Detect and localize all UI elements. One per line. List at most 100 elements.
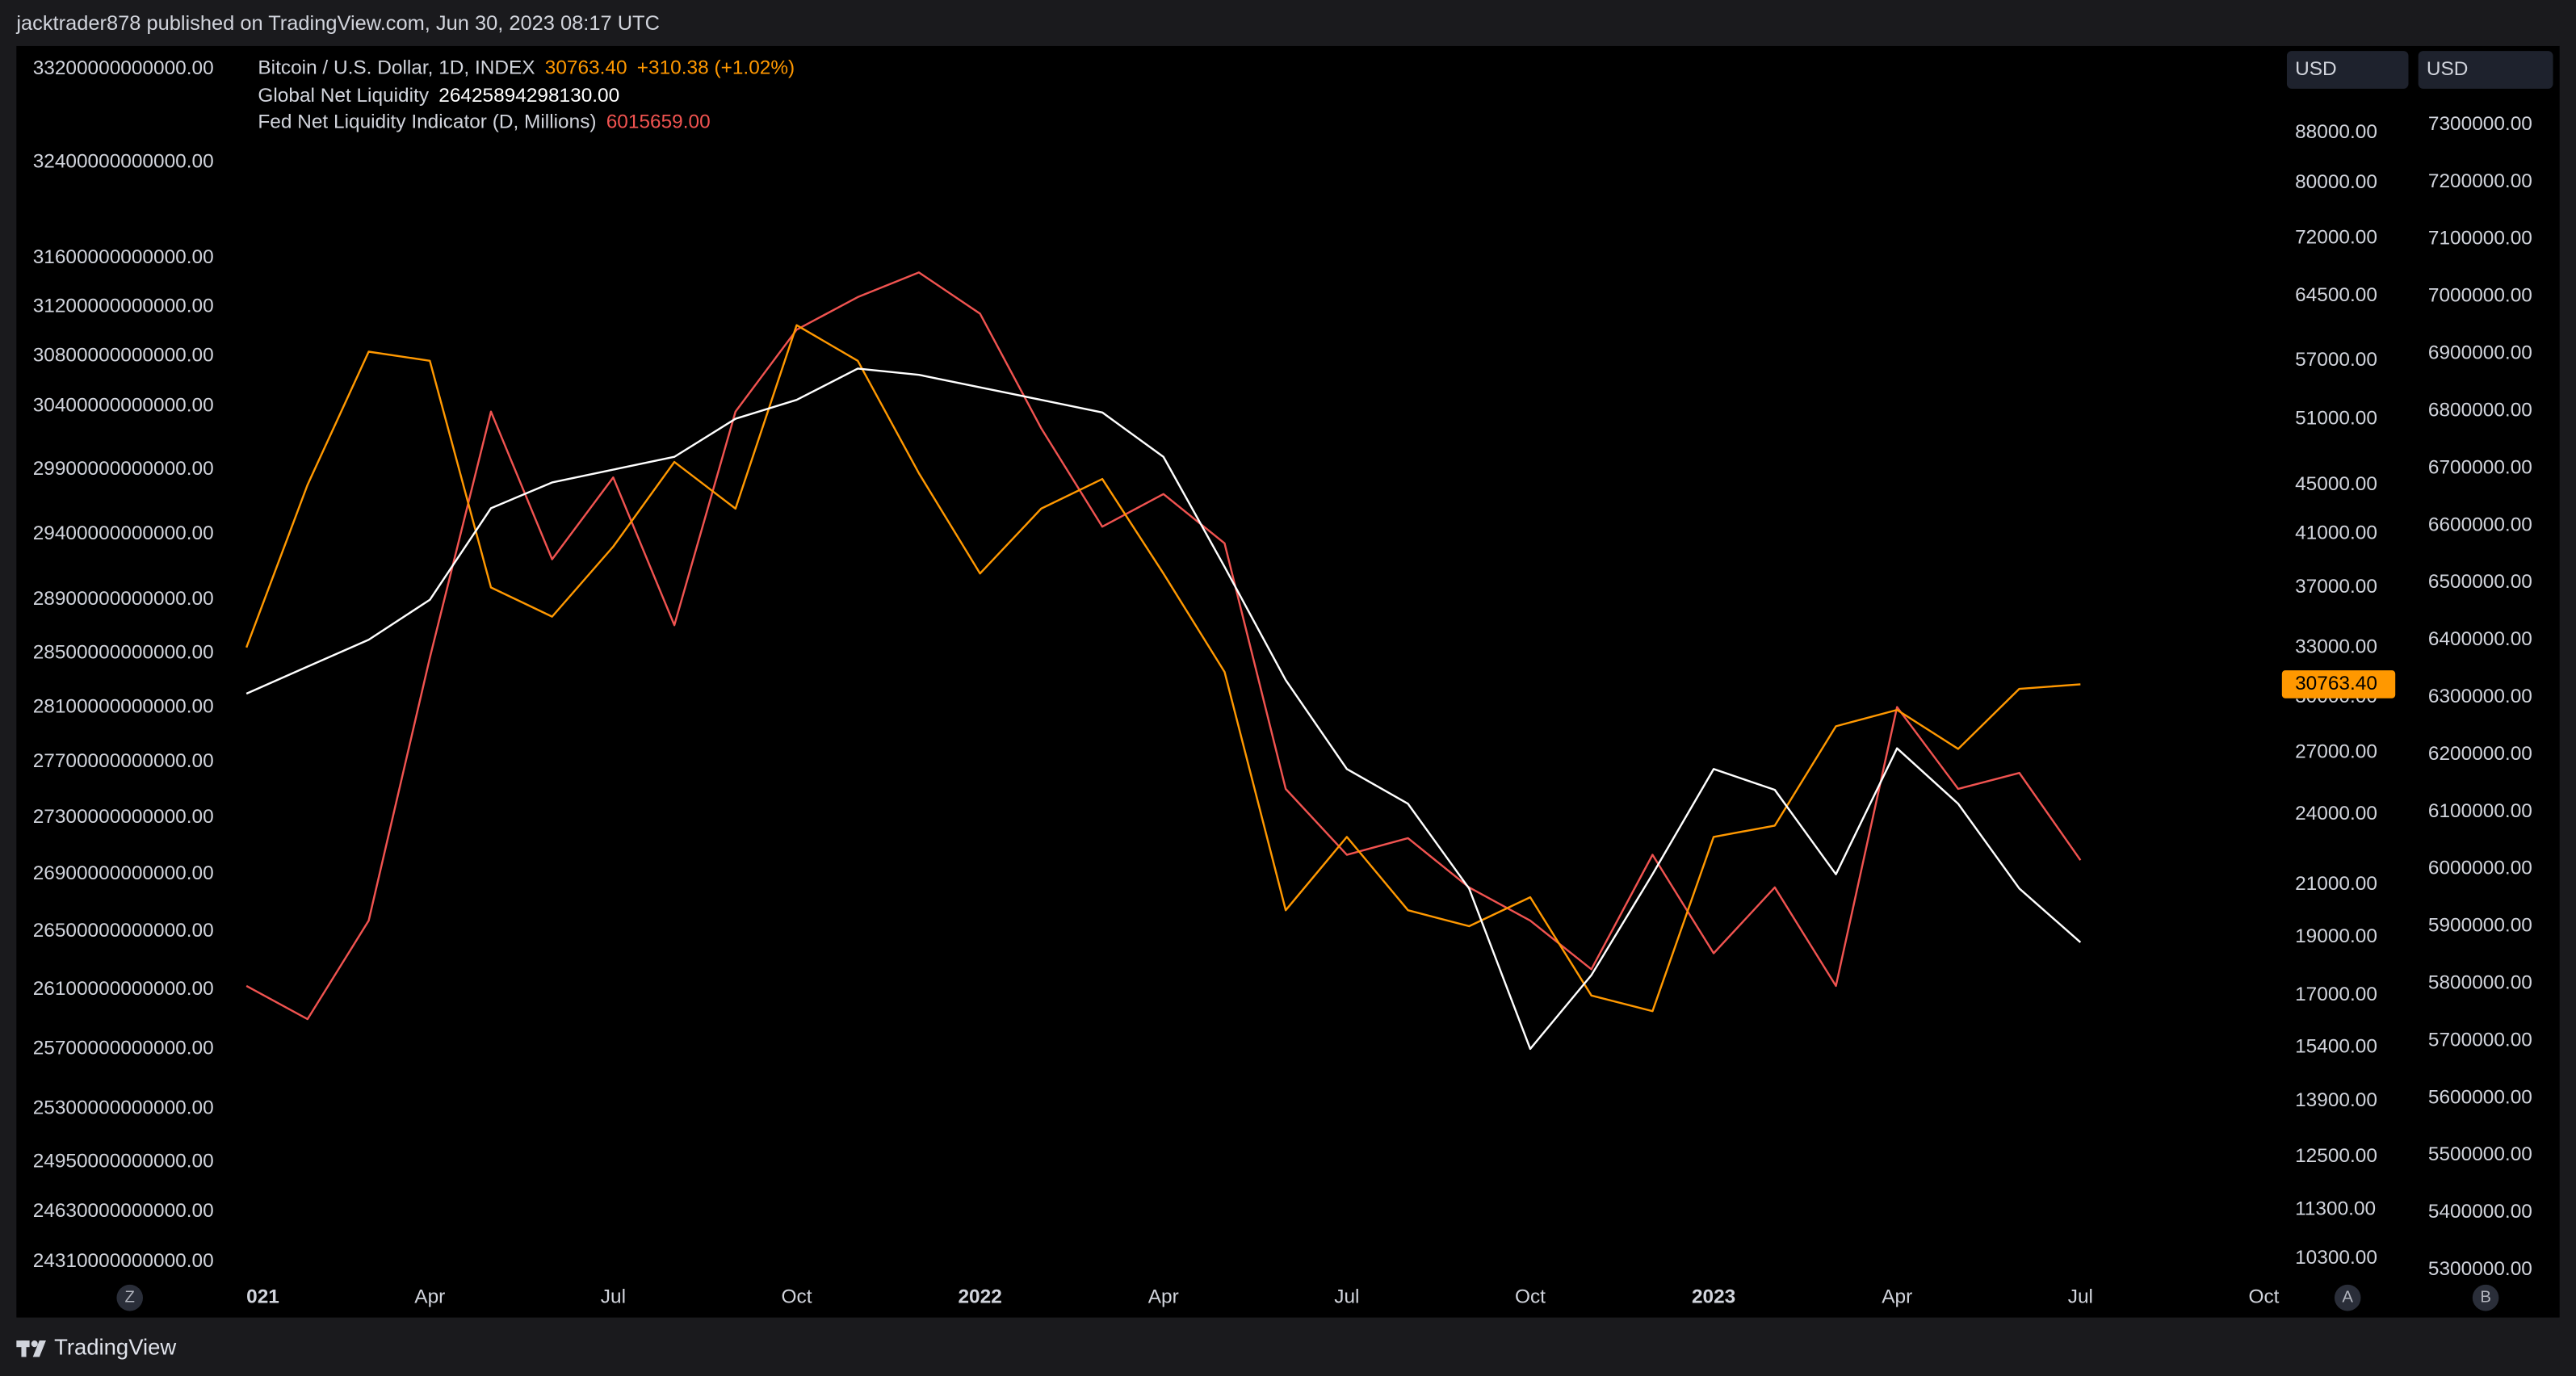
y-tick-label: 45000.00 bbox=[2295, 473, 2377, 495]
axis-button-label[interactable]: Z bbox=[125, 1289, 135, 1307]
last-value: 26425894298130.00 bbox=[438, 85, 619, 107]
y-tick-label: 27300000000000.00 bbox=[33, 806, 214, 828]
x-tick-label: Oct bbox=[1515, 1286, 1546, 1308]
y-tick-label: 28500000000000.00 bbox=[33, 641, 214, 663]
y-tick-label: 57000.00 bbox=[2295, 349, 2377, 371]
x-tick-label: Apr bbox=[414, 1286, 445, 1308]
y-tick-label: 26100000000000.00 bbox=[33, 978, 214, 1000]
y-tick-label: 33000.00 bbox=[2295, 636, 2377, 657]
series-line bbox=[245, 367, 2082, 1051]
y-tick-label: 32400000000000.00 bbox=[33, 150, 214, 172]
y-tick-label: 24630000000000.00 bbox=[33, 1200, 214, 1222]
y-tick-label: 24950000000000.00 bbox=[33, 1151, 214, 1173]
y-tick-label: 41000.00 bbox=[2295, 522, 2377, 543]
y-tick-label: 5900000.00 bbox=[2428, 915, 2532, 937]
x-tick-label: Oct bbox=[782, 1286, 812, 1308]
currency-label[interactable]: USD bbox=[2295, 58, 2337, 80]
y-tick-label: 33200000000000.00 bbox=[33, 57, 214, 79]
series-line bbox=[245, 324, 2081, 1013]
y-tick-label: 5500000.00 bbox=[2428, 1143, 2532, 1165]
y-tick-label: 27000.00 bbox=[2295, 741, 2377, 763]
y-tick-label: 7100000.00 bbox=[2428, 228, 2532, 250]
y-tick-label: 37000.00 bbox=[2295, 576, 2377, 598]
y-tick-label: 21000.00 bbox=[2295, 873, 2377, 895]
y-tick-label: 30400000000000.00 bbox=[33, 394, 214, 416]
price-badge bbox=[2281, 670, 2396, 698]
y-tick-label: 12500.00 bbox=[2295, 1145, 2377, 1167]
y-tick-label: 6700000.00 bbox=[2428, 456, 2532, 478]
y-tick-label: 19000.00 bbox=[2295, 925, 2377, 947]
y-tick-label: 28100000000000.00 bbox=[33, 695, 214, 717]
y-tick-label: 11300.00 bbox=[2295, 1198, 2376, 1220]
y-tick-label: 26500000000000.00 bbox=[33, 920, 214, 942]
x-tick-label: Jul bbox=[2068, 1286, 2093, 1308]
series-name: Fed Net Liquidity Indicator (D, Millions… bbox=[258, 111, 596, 133]
y-tick-label: 6400000.00 bbox=[2428, 628, 2532, 650]
last-value: 30763.40 bbox=[545, 57, 627, 79]
y-tick-label: 80000.00 bbox=[2295, 171, 2377, 193]
y-tick-label: 6800000.00 bbox=[2428, 399, 2532, 421]
y-tick-label: 7300000.00 bbox=[2428, 113, 2532, 135]
y-tick-label: 10300.00 bbox=[2295, 1247, 2377, 1269]
y-tick-label: 24310000000000.00 bbox=[33, 1250, 214, 1272]
y-tick-label: 26900000000000.00 bbox=[33, 862, 214, 884]
tradingview-logo bbox=[16, 1340, 46, 1357]
currency-label[interactable]: USD bbox=[2427, 58, 2469, 80]
legend-row: Bitcoin / U.S. Dollar, 1D, INDEX 30763.40… bbox=[258, 57, 795, 79]
x-tick-label: 2023 bbox=[1692, 1286, 1735, 1308]
y-tick-label: 6500000.00 bbox=[2428, 571, 2532, 593]
axis-button[interactable] bbox=[2334, 1284, 2361, 1311]
y-tick-label: 27700000000000.00 bbox=[33, 750, 214, 772]
y-tick-label: 6000000.00 bbox=[2428, 858, 2532, 879]
axis-button-label[interactable]: B bbox=[2480, 1289, 2491, 1307]
y-tick-label: 6200000.00 bbox=[2428, 743, 2532, 765]
y-tick-label: 15400.00 bbox=[2295, 1035, 2377, 1057]
x-tick-label: Jul bbox=[1334, 1286, 1359, 1308]
y-tick-label: 28900000000000.00 bbox=[33, 588, 214, 610]
currency-box[interactable] bbox=[2418, 51, 2553, 89]
y-tick-label: 6900000.00 bbox=[2428, 342, 2532, 364]
y-tick-label: 29400000000000.00 bbox=[33, 522, 214, 544]
y-tick-label: 24000.00 bbox=[2295, 803, 2377, 824]
legend-row: Fed Net Liquidity Indicator (D, Millions… bbox=[258, 111, 710, 133]
y-tick-label: 6300000.00 bbox=[2428, 686, 2532, 707]
axis-button[interactable] bbox=[116, 1284, 143, 1311]
y-tick-label: 88000.00 bbox=[2295, 121, 2377, 143]
y-tick-label: 6600000.00 bbox=[2428, 514, 2532, 535]
y-tick-label: 25700000000000.00 bbox=[33, 1037, 214, 1059]
y-tick-label: 6100000.00 bbox=[2428, 800, 2532, 822]
publish-header: jacktrader878 published on TradingView.c… bbox=[15, 12, 660, 35]
x-tick-label: Oct bbox=[2248, 1286, 2279, 1308]
price-badge-label: 30763.40 bbox=[2295, 673, 2377, 694]
series-name: Bitcoin / U.S. Dollar, 1D, INDEX bbox=[258, 57, 535, 79]
x-tick-label: 2022 bbox=[958, 1286, 1001, 1308]
y-tick-label: 64500.00 bbox=[2295, 284, 2377, 306]
x-tick-label: 021 bbox=[246, 1286, 279, 1308]
y-tick-label: 31200000000000.00 bbox=[33, 295, 214, 317]
change: +310.38 (+1.02%) bbox=[637, 57, 795, 79]
y-tick-label: 5800000.00 bbox=[2428, 972, 2532, 994]
y-tick-label: 25300000000000.00 bbox=[33, 1097, 214, 1119]
y-tick-label: 31600000000000.00 bbox=[33, 246, 214, 268]
axis-button-label[interactable]: A bbox=[2342, 1289, 2353, 1307]
x-tick-label: Apr bbox=[1148, 1286, 1179, 1308]
x-tick-label: Apr bbox=[1882, 1286, 1912, 1308]
y-tick-label: 5700000.00 bbox=[2428, 1029, 2532, 1051]
footer-brand: TradingView bbox=[54, 1334, 176, 1359]
axis-button[interactable] bbox=[2472, 1284, 2499, 1311]
y-tick-label: 17000.00 bbox=[2295, 984, 2377, 1005]
y-tick-label: 13900.00 bbox=[2295, 1089, 2377, 1111]
plot-area bbox=[245, 271, 2082, 1051]
y-tick-label: 51000.00 bbox=[2295, 407, 2377, 429]
y-tick-label: 5600000.00 bbox=[2428, 1086, 2532, 1108]
y-tick-label: 5400000.00 bbox=[2428, 1201, 2532, 1223]
y-tick-label: 30800000000000.00 bbox=[33, 344, 214, 366]
currency-box[interactable] bbox=[2286, 51, 2409, 89]
legend-row: Global Net Liquidity 26425894298130.00 bbox=[258, 85, 619, 107]
y-tick-label: 7200000.00 bbox=[2428, 170, 2532, 192]
series-name: Global Net Liquidity bbox=[258, 85, 429, 107]
series-line bbox=[245, 271, 2082, 1021]
y-tick-label: 5300000.00 bbox=[2428, 1258, 2532, 1280]
